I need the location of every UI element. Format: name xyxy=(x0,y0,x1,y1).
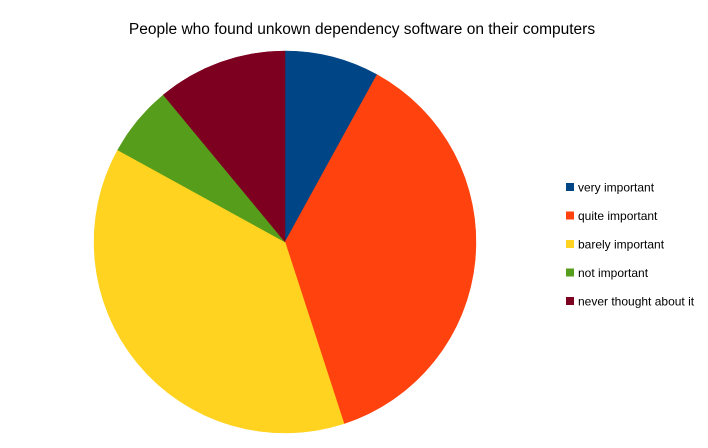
pie-slice-barely-important xyxy=(93,149,345,434)
pie-slice-very-important xyxy=(284,50,378,243)
legend-label: barely important xyxy=(578,238,665,252)
pie-slices xyxy=(93,50,477,434)
legend-swatch-very-important xyxy=(566,183,574,191)
legend-label: not important xyxy=(578,266,649,280)
legend-label: quite important xyxy=(578,209,658,223)
legend: very important quite important barely impo… xyxy=(566,181,695,309)
legend-swatch-never-thought-about-it xyxy=(566,297,574,305)
legend-swatch-not-important xyxy=(566,268,574,277)
legend-label: never thought about it xyxy=(578,295,695,309)
pie-slice-never-thought-about-it xyxy=(162,50,286,243)
legend-label: very important xyxy=(578,181,655,195)
legend-swatch-quite-important xyxy=(566,211,574,220)
chart-title: People who found unkown dependency softw… xyxy=(129,21,595,38)
pie-slice-quite-important xyxy=(284,74,477,424)
legend-swatch-barely-important xyxy=(566,240,574,248)
